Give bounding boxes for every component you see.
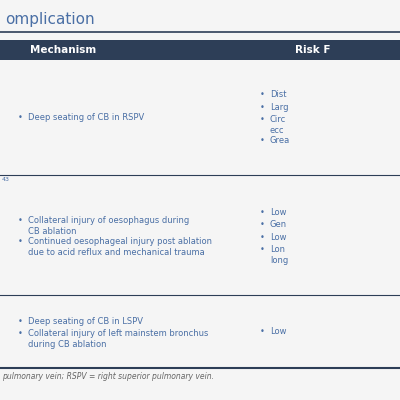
Text: Continued oesophageal injury post ablation
due to acid reflux and mechanical tra: Continued oesophageal injury post ablati… bbox=[28, 237, 212, 257]
Text: •: • bbox=[18, 237, 23, 246]
Text: Dist: Dist bbox=[270, 90, 286, 99]
Text: •: • bbox=[18, 329, 23, 338]
Text: •: • bbox=[260, 208, 265, 217]
Text: Circ
ecc: Circ ecc bbox=[270, 115, 286, 135]
Text: •: • bbox=[260, 115, 265, 124]
Text: •: • bbox=[260, 245, 265, 254]
Text: Deep seating of CB in RSPV: Deep seating of CB in RSPV bbox=[28, 113, 144, 122]
Text: •: • bbox=[18, 317, 23, 326]
Text: Larg: Larg bbox=[270, 103, 288, 112]
Text: •: • bbox=[260, 220, 265, 229]
Text: •: • bbox=[18, 216, 23, 225]
Text: Collateral injury of oesophagus during
CB ablation: Collateral injury of oesophagus during C… bbox=[28, 216, 189, 236]
Text: •: • bbox=[260, 90, 265, 99]
Text: Mechanism: Mechanism bbox=[30, 45, 96, 55]
Text: Lon
long: Lon long bbox=[270, 245, 288, 265]
Bar bbox=[0, 40, 400, 60]
Text: •: • bbox=[260, 327, 265, 336]
Text: •: • bbox=[260, 103, 265, 112]
Text: Low: Low bbox=[270, 208, 286, 217]
Text: 43: 43 bbox=[2, 177, 10, 182]
Text: Deep seating of CB in LSPV: Deep seating of CB in LSPV bbox=[28, 317, 143, 326]
Text: •: • bbox=[18, 113, 23, 122]
Text: Collateral injury of left mainstem bronchus
during CB ablation: Collateral injury of left mainstem bronc… bbox=[28, 329, 208, 349]
Text: pulmonary vein; RSPV = right superior pulmonary vein.: pulmonary vein; RSPV = right superior pu… bbox=[2, 372, 214, 381]
Text: Low: Low bbox=[270, 327, 286, 336]
Text: omplication: omplication bbox=[5, 12, 95, 27]
Text: Grea: Grea bbox=[270, 136, 290, 145]
Text: Gen: Gen bbox=[270, 220, 287, 229]
Text: •: • bbox=[260, 233, 265, 242]
Text: Risk F: Risk F bbox=[295, 45, 330, 55]
Text: Low: Low bbox=[270, 233, 286, 242]
Text: •: • bbox=[260, 136, 265, 145]
